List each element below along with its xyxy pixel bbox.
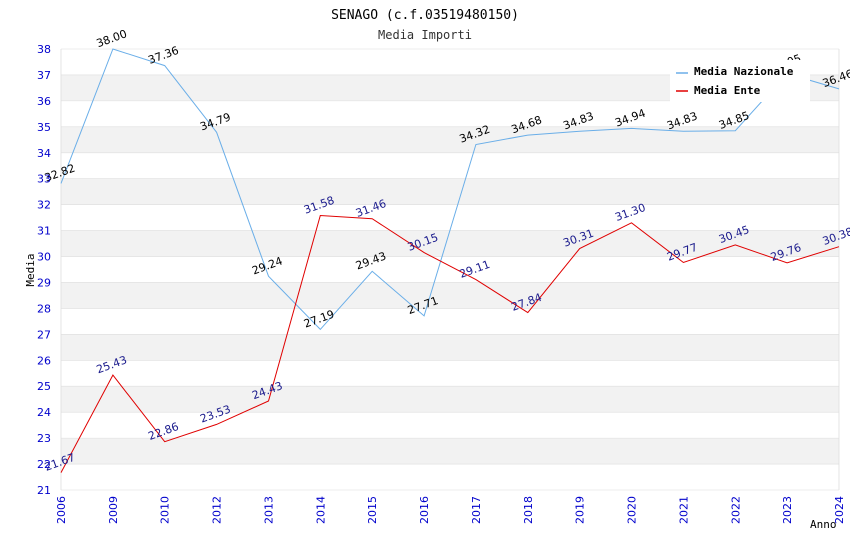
y-axis-ticks: 21 22 23 24 25 26 27 28 29 30 31 32 33 34 35 36 37 38 bbox=[37, 43, 51, 497]
y-tick-label: 26 bbox=[37, 354, 51, 367]
chart-subtitle: Media Importi bbox=[378, 28, 472, 42]
y-tick-label: 25 bbox=[37, 380, 51, 393]
y-tick-label: 24 bbox=[37, 406, 51, 419]
data-label: 29.11 bbox=[458, 258, 492, 281]
legend-label-nazionale: Media Nazionale bbox=[694, 65, 794, 78]
y-tick-label: 22 bbox=[37, 458, 51, 471]
x-tick-label: 2022 bbox=[729, 496, 742, 524]
x-axis-ticks: 2006 2009 2010 2012 2013 2014 2015 2016 2017 2018… bbox=[55, 496, 846, 524]
grid-band bbox=[61, 334, 839, 361]
y-tick-label: 33 bbox=[37, 173, 51, 186]
chart-title: SENAGO (c.f.03519480150) bbox=[331, 8, 519, 23]
x-tick-label: 2024 bbox=[833, 496, 846, 524]
grid-band bbox=[61, 438, 839, 465]
grid-band bbox=[61, 386, 839, 413]
grid-band bbox=[61, 282, 839, 309]
y-tick-label: 38 bbox=[37, 43, 51, 56]
y-tick-label: 35 bbox=[37, 121, 51, 134]
series-lines bbox=[60, 48, 840, 473]
x-tick-label: 2014 bbox=[314, 496, 327, 524]
x-tick-label: 2015 bbox=[366, 496, 379, 524]
x-tick-label: 2017 bbox=[470, 496, 483, 524]
x-tick-label: 2006 bbox=[55, 496, 68, 524]
x-tick-label: 2020 bbox=[626, 496, 639, 524]
legend-label-ente: Media Ente bbox=[694, 84, 761, 97]
y-tick-label: 31 bbox=[37, 225, 51, 238]
grid-band bbox=[61, 230, 839, 257]
x-tick-label: 2016 bbox=[418, 496, 431, 524]
x-tick-label: 2013 bbox=[262, 496, 275, 524]
x-tick-label: 2019 bbox=[574, 496, 587, 524]
x-tick-label: 2012 bbox=[211, 496, 224, 524]
y-tick-label: 21 bbox=[37, 484, 51, 497]
y-tick-label: 30 bbox=[37, 251, 51, 264]
y-tick-label: 37 bbox=[37, 69, 51, 82]
y-tick-label: 23 bbox=[37, 432, 51, 445]
data-label: 34.94 bbox=[613, 107, 647, 130]
background-bands bbox=[61, 74, 839, 465]
y-tick-label: 29 bbox=[37, 276, 51, 289]
data-label: 27.19 bbox=[302, 308, 336, 331]
legend: Media Nazionale Media Ente bbox=[670, 60, 810, 102]
series-line-nazionale bbox=[60, 48, 840, 331]
legend-box bbox=[670, 60, 810, 102]
y-axis-label: Media bbox=[24, 253, 37, 286]
grid-lines bbox=[60, 48, 840, 491]
x-tick-label: 2021 bbox=[677, 496, 690, 524]
series-line-ente bbox=[60, 214, 840, 473]
y-tick-label: 34 bbox=[37, 147, 51, 160]
x-tick-label: 2023 bbox=[781, 496, 794, 524]
y-tick-label: 27 bbox=[37, 328, 51, 341]
x-tick-label: 2018 bbox=[522, 496, 535, 524]
x-tick-label: 2010 bbox=[159, 496, 172, 524]
data-label: 37.36 bbox=[146, 44, 180, 67]
y-tick-label: 32 bbox=[37, 199, 51, 212]
grid-band bbox=[61, 178, 839, 205]
x-axis-label: Anno bbox=[810, 518, 837, 531]
x-tick-label: 2009 bbox=[107, 496, 120, 524]
data-label: 38.00 bbox=[95, 27, 129, 50]
y-tick-label: 28 bbox=[37, 302, 51, 315]
y-tick-label: 36 bbox=[37, 95, 51, 108]
